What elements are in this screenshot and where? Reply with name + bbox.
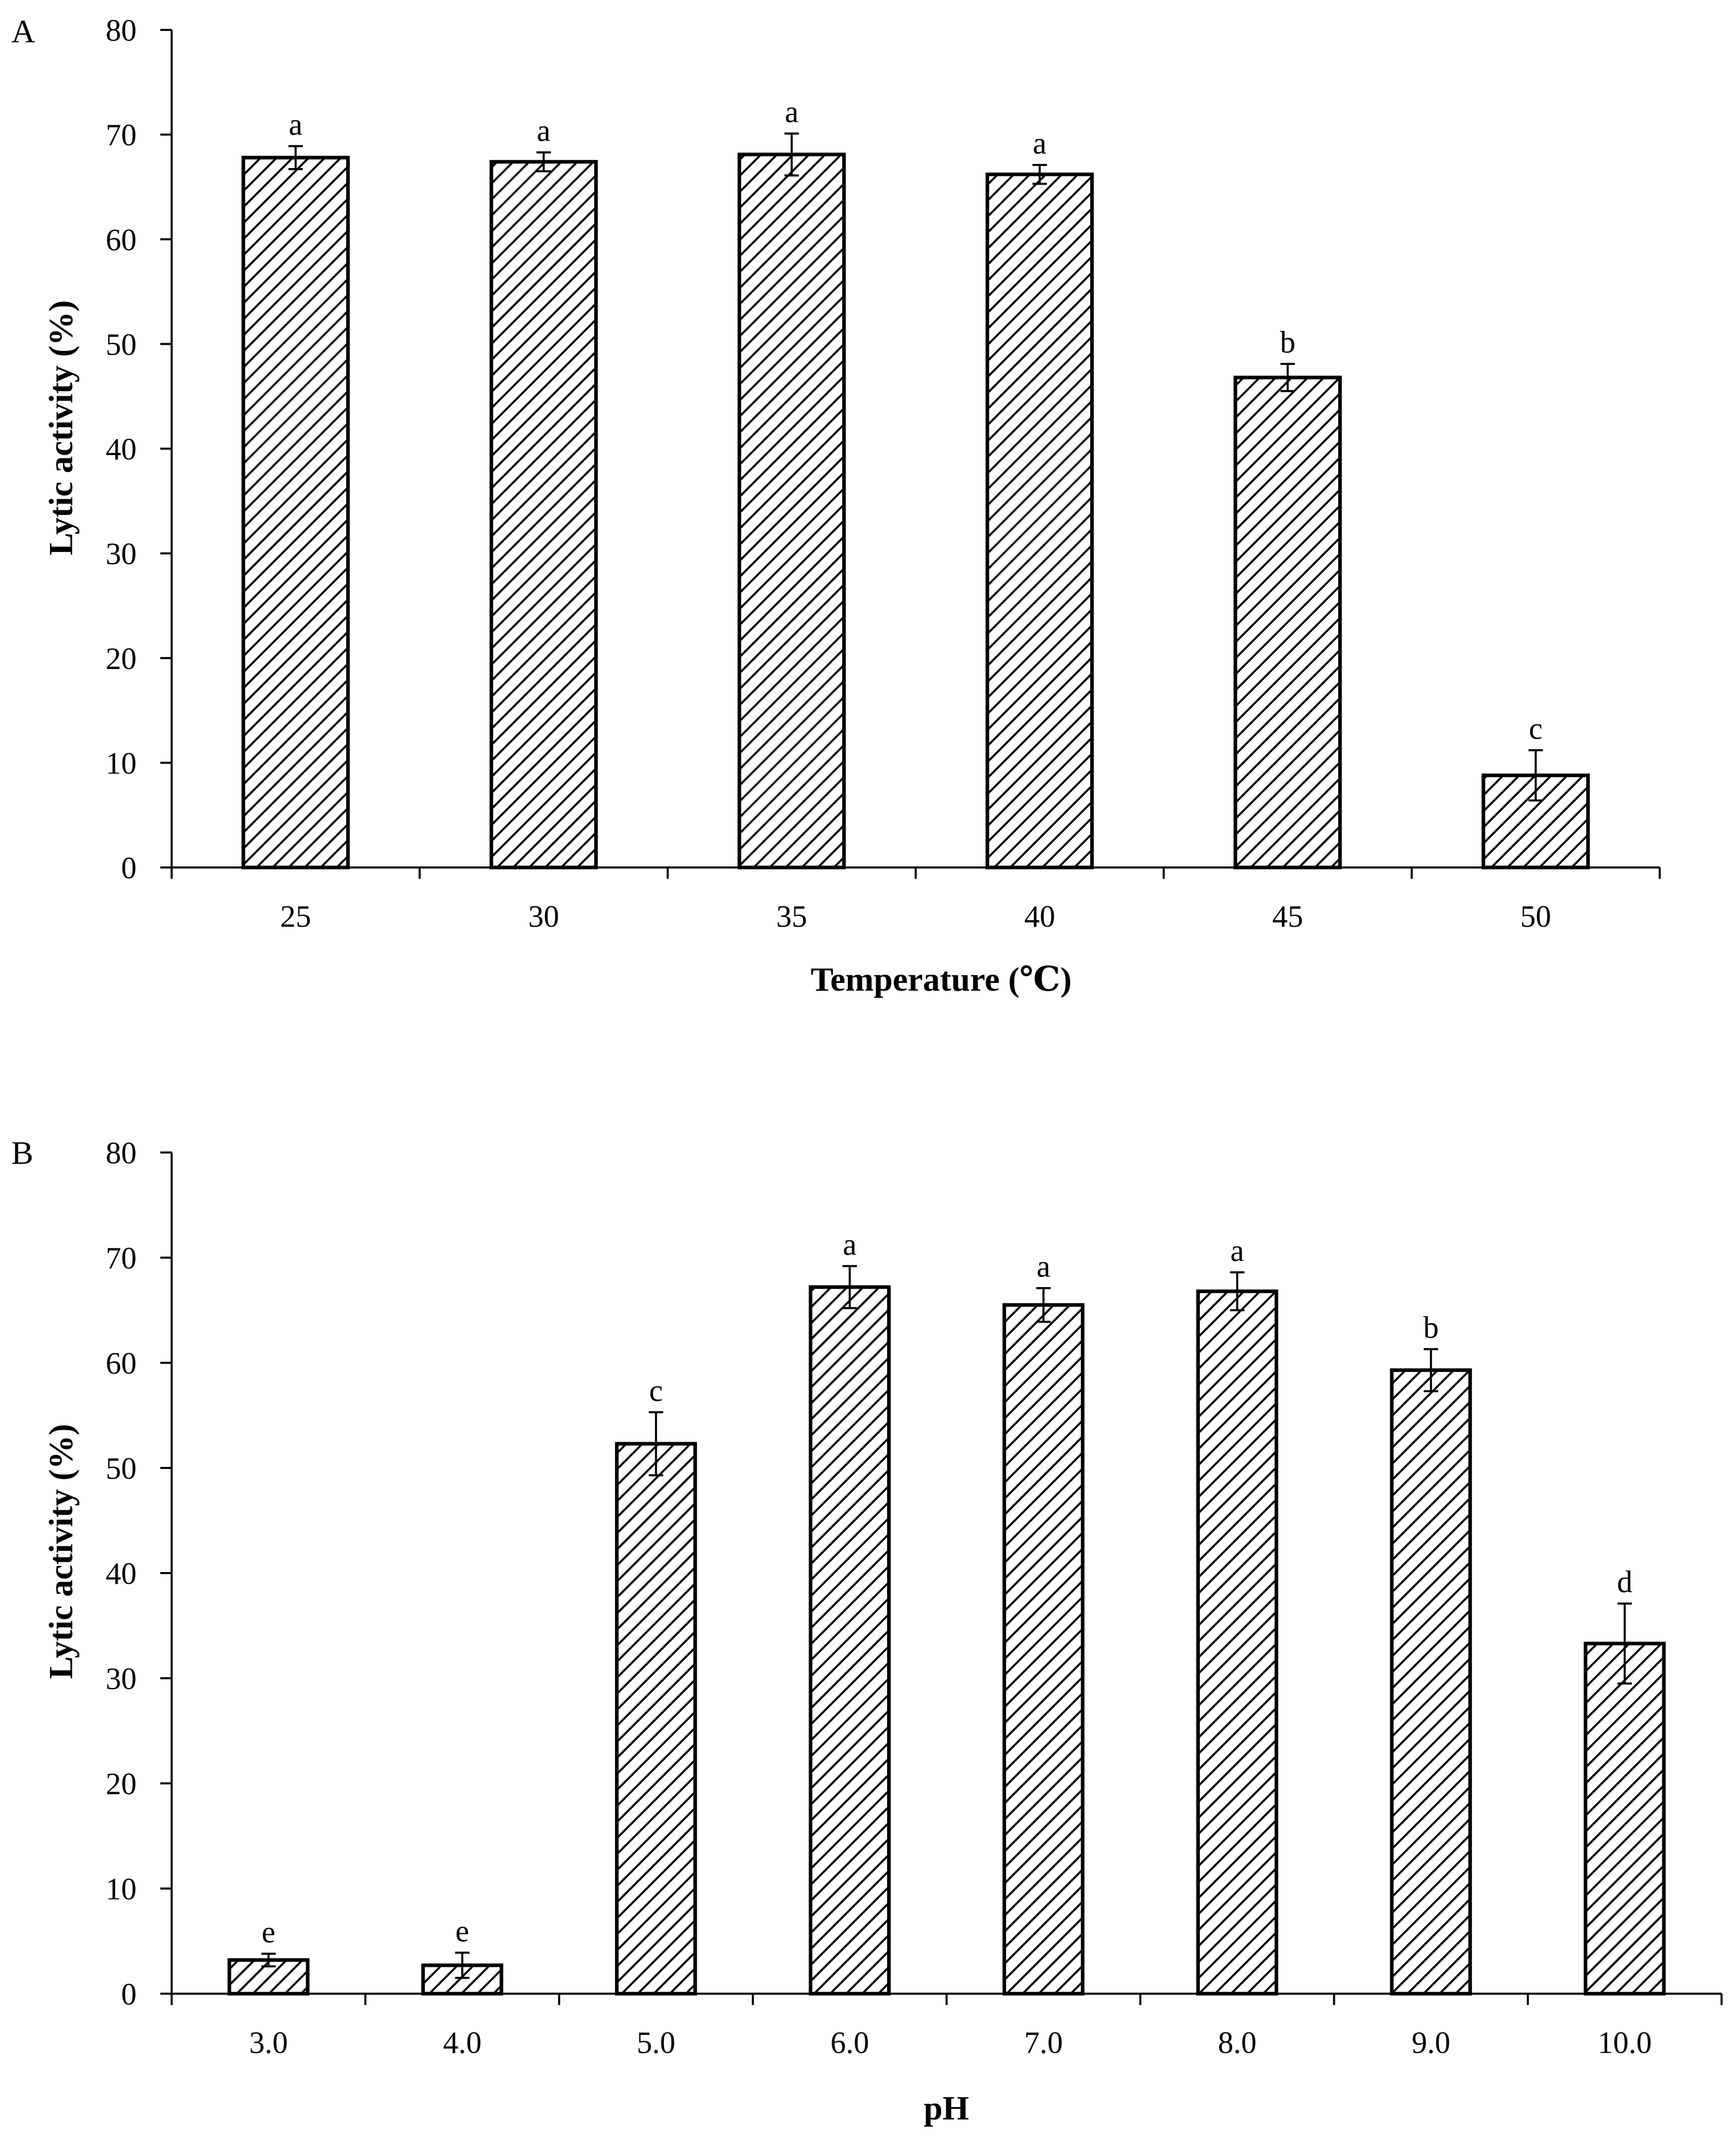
y-tick-label-a-40: 40	[106, 432, 137, 466]
bars-a: a a a a b c	[241, 95, 1590, 870]
significance-letter-b-7.0: a	[1037, 1249, 1050, 1283]
y-tick-label-b-60: 60	[106, 1346, 137, 1380]
bar-b-8.0	[1196, 1289, 1278, 1996]
x-tick-label-a-30: 30	[528, 899, 559, 933]
x-tick-label-b-3.0: 3.0	[249, 2026, 288, 2060]
significance-letter-b-5.0: c	[649, 1374, 663, 1408]
y-axis-title-b: Lytic activity (%)	[42, 1424, 80, 1679]
error-bar-a-50	[1528, 749, 1543, 801]
y-tick-label-b-40: 40	[106, 1557, 137, 1591]
y-tick-label-a-80: 80	[106, 13, 137, 47]
bar-a-30	[489, 160, 598, 870]
significance-letter-a-50: c	[1529, 712, 1543, 746]
chart-panel-b: B Lytic activity (%) pH e e c a a a b d 3.0 4.0 5…	[11, 1134, 1723, 2127]
x-tick-label-a-50: 50	[1520, 899, 1551, 933]
bar-b-9.0	[1390, 1368, 1472, 1996]
chart-panel-a: A Lytic activity (%) Temperature (℃) a aa…	[11, 13, 1661, 998]
x-tick-label-a-40: 40	[1024, 899, 1055, 933]
y-tick-label-a-50: 50	[106, 327, 137, 361]
x-tick-label-a-45: 45	[1272, 899, 1303, 933]
y-tick-label-b-20: 20	[106, 1767, 137, 1801]
error-bar-b-7.0	[1036, 1287, 1051, 1323]
y-tick-label-b-10: 10	[106, 1872, 137, 1906]
x-tick-label-b-10.0: 10.0	[1598, 2026, 1652, 2060]
bar-a-45	[1233, 375, 1342, 870]
error-bar-b-3.0	[261, 1952, 276, 1967]
significance-letter-b-6.0: a	[843, 1227, 857, 1261]
panel-label-b: B	[11, 1134, 34, 1171]
x-axis-title-a: Temperature (℃)	[811, 961, 1072, 998]
error-bar-b-5.0	[648, 1411, 663, 1477]
y-axis-title-a: Lytic activity (%)	[42, 300, 80, 556]
significance-letter-b-9.0: b	[1423, 1310, 1439, 1344]
error-bar-b-10.0	[1617, 1602, 1632, 1685]
bar-a-25	[241, 156, 350, 870]
y-tick-label-a-20: 20	[106, 642, 137, 676]
error-bar-a-40	[1032, 164, 1047, 185]
bar-a-35	[737, 153, 846, 870]
x-tick-label-b-7.0: 7.0	[1024, 2026, 1063, 2060]
y-tick-label-b-70: 70	[106, 1241, 137, 1275]
significance-letter-b-3.0: e	[262, 1915, 276, 1949]
y-tick-label-a-70: 70	[106, 118, 137, 152]
bars-b: e e c a a a b d	[227, 1227, 1666, 1996]
y-tick-label-b-30: 30	[106, 1662, 137, 1696]
bar-b-10.0	[1583, 1642, 1666, 1996]
significance-letter-a-25: a	[289, 107, 303, 141]
error-bar-b-9.0	[1424, 1348, 1439, 1393]
significance-letter-a-35: a	[785, 95, 799, 129]
error-bar-a-35	[784, 132, 799, 177]
axes-a: 25 30 35 40 45 50 0 10 20 30 40 50 60 70 80	[106, 13, 1661, 933]
error-bar-b-8.0	[1230, 1271, 1245, 1311]
error-bar-a-25	[288, 145, 303, 171]
bar-b-5.0	[615, 1442, 697, 1996]
x-axis-title-b: pH	[924, 2090, 969, 2127]
y-tick-label-a-30: 30	[106, 537, 137, 571]
x-tick-label-b-6.0: 6.0	[830, 2026, 869, 2060]
y-tick-label-b-0: 0	[121, 1977, 137, 2011]
bar-a-40	[986, 172, 1094, 870]
significance-letter-a-45: b	[1280, 325, 1295, 359]
x-tick-label-b-4.0: 4.0	[443, 2026, 481, 2060]
x-tick-label-a-35: 35	[776, 899, 807, 933]
significance-letter-a-40: a	[1033, 126, 1047, 160]
bar-b-7.0	[1002, 1303, 1084, 1996]
y-tick-label-b-50: 50	[106, 1451, 137, 1485]
significance-letter-b-8.0: a	[1230, 1234, 1244, 1268]
error-bar-a-30	[536, 151, 551, 173]
x-tick-label-a-25: 25	[280, 899, 311, 933]
significance-letter-b-4.0: e	[455, 1914, 469, 1948]
x-tick-label-b-5.0: 5.0	[637, 2026, 675, 2060]
x-tick-label-b-8.0: 8.0	[1218, 2026, 1257, 2060]
panel-label-a: A	[11, 13, 35, 49]
x-tick-label-b-9.0: 9.0	[1412, 2026, 1450, 2060]
significance-letter-b-10.0: d	[1617, 1565, 1632, 1599]
error-bar-a-45	[1280, 362, 1295, 392]
error-bar-b-6.0	[842, 1265, 857, 1309]
y-tick-label-a-0: 0	[121, 851, 137, 885]
y-tick-label-b-80: 80	[106, 1136, 137, 1170]
significance-letter-a-30: a	[537, 114, 550, 148]
axes-b: 3.0 4.0 5.0 6.0 7.0 8.0 9.0 10.0 0 10 20 30 40 50 60 70…	[106, 1136, 1723, 2060]
bar-b-6.0	[809, 1285, 891, 1996]
y-tick-label-a-10: 10	[106, 746, 137, 780]
error-bar-b-4.0	[455, 1951, 470, 1979]
y-tick-label-a-60: 60	[106, 223, 137, 257]
bar-b-4.0	[421, 1963, 504, 1996]
